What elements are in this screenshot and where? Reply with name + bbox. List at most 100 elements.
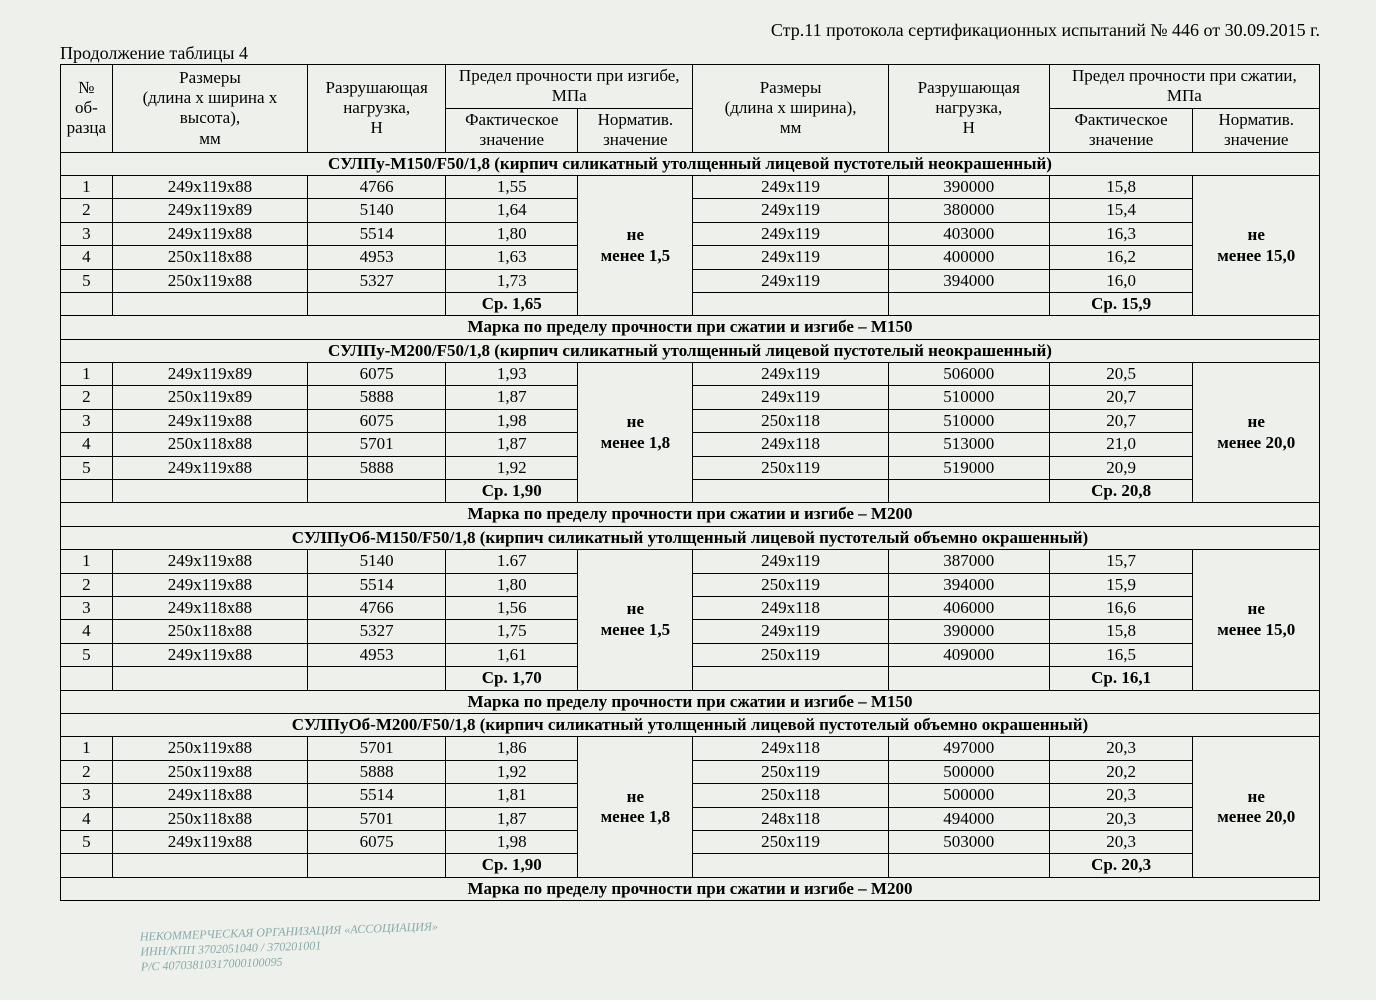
cell-d2: 248х118 — [693, 807, 888, 830]
cell-d1: 250х119х88 — [112, 737, 307, 760]
cell-l2: 400000 — [888, 246, 1049, 269]
cell-l2: 403000 — [888, 222, 1049, 245]
cell-l1: 4953 — [308, 643, 446, 666]
cell-d1: 250х119х89 — [112, 386, 307, 409]
avg-bend: Ср. 1,90 — [446, 854, 578, 877]
cell-f2: 20,2 — [1049, 760, 1193, 783]
cell-num: 3 — [61, 784, 113, 807]
cell-d2: 249х119 — [693, 550, 888, 573]
cell-d2: 249х119 — [693, 620, 888, 643]
cell-num: 3 — [61, 222, 113, 245]
cell-f2: 15,8 — [1049, 175, 1193, 198]
cell-f1: 1,61 — [446, 643, 578, 666]
cell-l1: 5888 — [308, 386, 446, 409]
group-title: СУЛПуОб-М200/F50/1,8 (кирпич силикатный … — [61, 713, 1320, 736]
cell-d2: 249х118 — [693, 596, 888, 619]
cell-l1: 4953 — [308, 246, 446, 269]
cell-d1: 249х119х88 — [112, 643, 307, 666]
cell-d2: 249х119 — [693, 269, 888, 292]
cell-d1: 250х118х88 — [112, 246, 307, 269]
main-table: № об-разца Размеры(длина х ширина х высо… — [60, 64, 1320, 901]
avg-comp: Ср. 20,3 — [1049, 854, 1193, 877]
cell-d1: 250х119х88 — [112, 760, 307, 783]
cell-l2: 506000 — [888, 363, 1049, 386]
cell-l2: 510000 — [888, 386, 1049, 409]
avg-bend: Ср. 1,90 — [446, 480, 578, 503]
cell-l2: 503000 — [888, 830, 1049, 853]
cell-l2: 406000 — [888, 596, 1049, 619]
cell-norm-bend: неменее 1,5 — [578, 550, 693, 690]
cell-f1: 1,75 — [446, 620, 578, 643]
cell-d2: 250х118 — [693, 409, 888, 432]
cell-l1: 5514 — [308, 222, 446, 245]
cell-l2: 387000 — [888, 550, 1049, 573]
cell-l1: 6075 — [308, 409, 446, 432]
cell-d2: 249х119 — [693, 199, 888, 222]
avg-comp: Ср. 15,9 — [1049, 292, 1193, 315]
continuation-label: Продолжение таблицы 4 — [60, 43, 1320, 64]
cell-num: 3 — [61, 409, 113, 432]
avg-bend: Ср. 1,70 — [446, 667, 578, 690]
cell-l2: 394000 — [888, 573, 1049, 596]
cell-f1: 1,98 — [446, 409, 578, 432]
col-bend-group: Предел прочности при изгибе, МПа — [446, 65, 693, 109]
cell-num: 2 — [61, 386, 113, 409]
cell-l1: 5701 — [308, 433, 446, 456]
cell-f2: 16,0 — [1049, 269, 1193, 292]
col-norm2: Норматив. значение — [1193, 108, 1320, 152]
cell-f1: 1,92 — [446, 456, 578, 479]
mark-row: Марка по пределу прочности при сжатии и … — [61, 316, 1320, 339]
cell-f1: 1,80 — [446, 573, 578, 596]
mark-row: Марка по пределу прочности при сжатии и … — [61, 690, 1320, 713]
cell-f1: 1,63 — [446, 246, 578, 269]
cell-d1: 249х119х88 — [112, 550, 307, 573]
cell-l2: 513000 — [888, 433, 1049, 456]
cell-l1: 5888 — [308, 456, 446, 479]
cell-f1: 1,56 — [446, 596, 578, 619]
cell-l1: 5701 — [308, 737, 446, 760]
cell-num: 4 — [61, 807, 113, 830]
cell-num: 5 — [61, 269, 113, 292]
cell-l2: 409000 — [888, 643, 1049, 666]
cell-d2: 250х119 — [693, 830, 888, 853]
cell-f2: 20,9 — [1049, 456, 1193, 479]
cell-d2: 250х119 — [693, 643, 888, 666]
cell-l1: 5888 — [308, 760, 446, 783]
cell-norm-comp: неменее 20,0 — [1193, 363, 1320, 503]
cell-l2: 510000 — [888, 409, 1049, 432]
cell-num: 2 — [61, 199, 113, 222]
cell-f1: 1,92 — [446, 760, 578, 783]
cell-l2: 394000 — [888, 269, 1049, 292]
stamp: НЕКОММЕРЧЕСКАЯ ОРГАНИЗАЦИЯ «АССОЦИАЦИЯ» … — [140, 888, 1321, 974]
cell-d2: 249х119 — [693, 363, 888, 386]
cell-d2: 250х119 — [693, 456, 888, 479]
col-load2: Разрушающая нагрузка,Н — [888, 65, 1049, 153]
cell-d1: 249х119х88 — [112, 830, 307, 853]
cell-f2: 20,7 — [1049, 409, 1193, 432]
cell-f1: 1,55 — [446, 175, 578, 198]
cell-l2: 497000 — [888, 737, 1049, 760]
cell-num: 5 — [61, 456, 113, 479]
cell-f2: 16,5 — [1049, 643, 1193, 666]
cell-l1: 5327 — [308, 269, 446, 292]
avg-comp: Ср. 16,1 — [1049, 667, 1193, 690]
cell-d2: 250х118 — [693, 784, 888, 807]
cell-f1: 1,93 — [446, 363, 578, 386]
col-comp-group: Предел прочности при сжатии, МПа — [1049, 65, 1319, 109]
cell-f2: 15,8 — [1049, 620, 1193, 643]
col-dims1: Размеры(длина х ширина х высота),мм — [112, 65, 307, 153]
cell-d1: 249х119х88 — [112, 175, 307, 198]
cell-num: 1 — [61, 363, 113, 386]
cell-d1: 249х119х88 — [112, 409, 307, 432]
cell-d1: 250х119х88 — [112, 269, 307, 292]
cell-f2: 16,2 — [1049, 246, 1193, 269]
cell-f1: 1,98 — [446, 830, 578, 853]
cell-f2: 21,0 — [1049, 433, 1193, 456]
cell-d1: 249х119х88 — [112, 456, 307, 479]
cell-norm-bend: неменее 1,5 — [578, 175, 693, 315]
col-fact1: Фактическое значение — [446, 108, 578, 152]
cell-f1: 1,80 — [446, 222, 578, 245]
cell-f2: 15,4 — [1049, 199, 1193, 222]
cell-d2: 249х119 — [693, 222, 888, 245]
cell-l2: 519000 — [888, 456, 1049, 479]
